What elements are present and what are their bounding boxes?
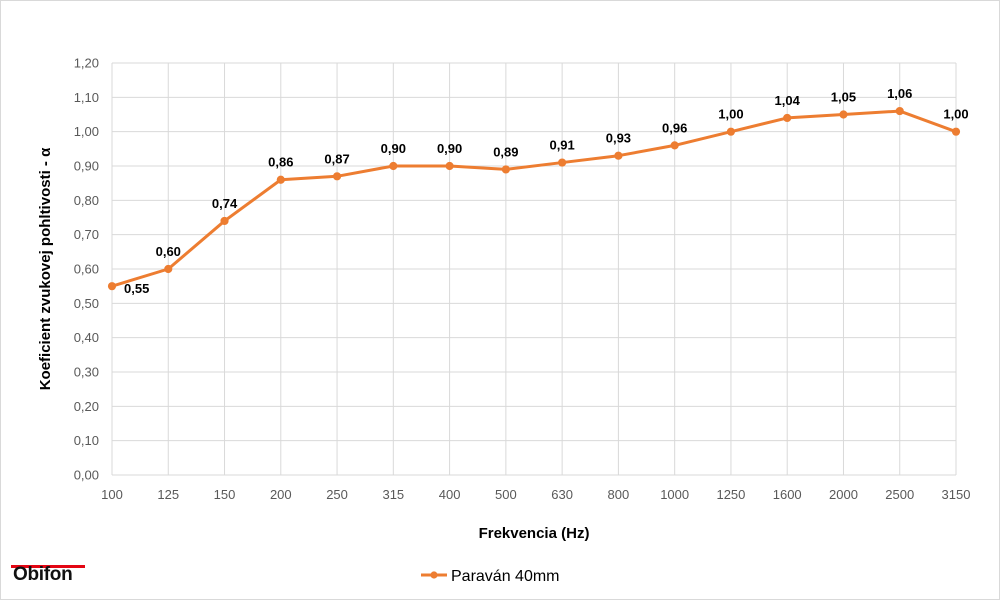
series-layer (107, 106, 961, 291)
y-tick-label: 0,90 (74, 159, 99, 174)
data-point (839, 110, 848, 119)
y-tick-label: 0,10 (74, 433, 99, 448)
data-point (501, 165, 510, 174)
x-tick-label: 250 (326, 487, 348, 502)
y-tick-label: 0,40 (74, 330, 99, 345)
y-tick-label: 1,20 (74, 56, 99, 71)
x-tick-label: 800 (608, 487, 630, 502)
data-label: 0,74 (212, 196, 238, 211)
x-tick-label: 125 (157, 487, 179, 502)
legend-label: Paraván 40mm (451, 568, 560, 585)
x-tick-label: 3150 (942, 487, 971, 502)
x-tick-label: 1000 (660, 487, 689, 502)
data-point (220, 216, 229, 226)
data-point (783, 113, 792, 123)
x-tick-label: 100 (101, 487, 123, 502)
y-tick-label: 1,10 (74, 90, 99, 105)
data-point (670, 141, 679, 150)
data-point (614, 151, 623, 160)
data-point (276, 175, 285, 184)
data-label: 0,86 (268, 155, 293, 170)
data-point (951, 127, 961, 136)
data-point (895, 106, 904, 116)
data-label: 1,00 (943, 107, 968, 122)
y-axis-title: Koeficient zvukovej pohltivosti - α (37, 147, 54, 390)
y-tick-labels: 0,00 0,10 0,20 0,30 0,40 0,50 0,60 0,70 0,80 0,90… (74, 56, 99, 483)
data-label: 0,89 (493, 144, 518, 159)
legend-marker (430, 571, 438, 579)
y-tick-label: 0,60 (74, 262, 99, 277)
data-point (389, 161, 398, 171)
data-label: 1,06 (887, 86, 912, 101)
x-tick-label: 1250 (716, 487, 745, 502)
x-tick-label: 400 (439, 487, 461, 502)
x-tick-label: 150 (214, 487, 236, 502)
data-label: 0,93 (606, 131, 631, 146)
y-tick-label: 0,70 (74, 227, 99, 242)
y-tick-label: 0,20 (74, 399, 99, 414)
y-tick-label: 0,50 (74, 296, 99, 311)
data-point (558, 158, 567, 167)
data-point (726, 127, 736, 136)
x-tick-label: 200 (270, 487, 292, 502)
obifon-logo: Obifon (13, 564, 73, 585)
y-tick-label: 0,00 (74, 468, 99, 483)
data-label: 0,87 (324, 151, 349, 166)
data-point (445, 161, 454, 171)
x-tick-labels: 100 125 150 200 250 315 400 500 630 800 1000 1250 16… (101, 487, 970, 502)
data-point (332, 172, 342, 181)
y-tick-label: 1,00 (74, 124, 99, 139)
x-tick-label: 2000 (829, 487, 858, 502)
data-point (107, 282, 117, 291)
x-axis-title: Frekvencia (Hz) (479, 525, 590, 542)
data-label: 0,55 (124, 281, 149, 296)
x-tick-label: 1600 (773, 487, 802, 502)
data-label: 0,90 (437, 141, 462, 156)
data-label: 1,05 (831, 90, 856, 105)
x-tick-label: 315 (382, 487, 404, 502)
series-line (110, 109, 958, 288)
data-label: 0,90 (381, 141, 406, 156)
x-tick-label: 2500 (885, 487, 914, 502)
y-tick-label: 0,30 (74, 365, 99, 380)
data-label: 1,00 (718, 107, 743, 122)
legend: Paraván 40mm (421, 568, 560, 585)
x-tick-label: 630 (551, 487, 573, 502)
data-label: 0,96 (662, 120, 687, 135)
x-tick-label: 500 (495, 487, 517, 502)
data-point (164, 264, 173, 274)
data-label: 1,04 (775, 93, 801, 108)
gridlines (111, 62, 957, 476)
data-labels: 0,55 0,60 0,74 0,86 0,87 0,90 0,90 0,89 0,91 0,93… (124, 86, 969, 296)
data-label: 0,60 (156, 244, 181, 259)
y-tick-label: 0,80 (74, 193, 99, 208)
data-label: 0,91 (549, 138, 574, 153)
logo-accent-bar (11, 565, 85, 568)
